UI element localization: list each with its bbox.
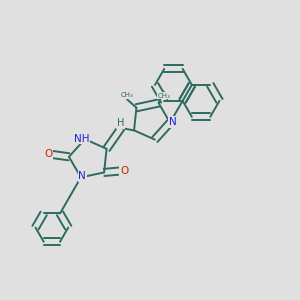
Text: CH₃: CH₃ (157, 93, 170, 99)
Text: N: N (79, 171, 86, 181)
Text: CH₃: CH₃ (121, 92, 134, 98)
Text: H: H (117, 118, 124, 128)
Text: N: N (169, 117, 176, 127)
Text: NH: NH (74, 134, 90, 144)
Text: O: O (44, 149, 52, 159)
Text: O: O (120, 166, 128, 176)
